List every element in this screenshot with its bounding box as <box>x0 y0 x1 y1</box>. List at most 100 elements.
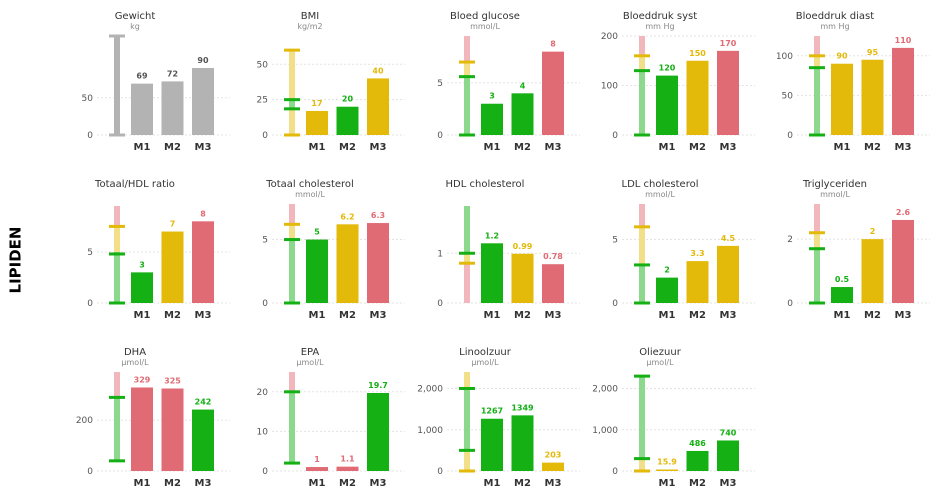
x-tick-label: M2 <box>689 310 706 321</box>
bar-m1 <box>656 277 678 303</box>
reference-range-segment <box>464 36 470 63</box>
reference-range-tick <box>634 133 650 137</box>
reference-range-segment <box>464 62 470 77</box>
bar-m1 <box>831 63 853 135</box>
reference-range-segment <box>464 372 470 389</box>
value-label: 3.3 <box>690 249 704 258</box>
reference-range-tick <box>809 66 825 70</box>
bar-m3 <box>542 51 564 136</box>
bar-m3 <box>892 219 914 303</box>
value-label: 69 <box>136 72 148 81</box>
value-label: 1 <box>314 455 320 464</box>
bar-m3 <box>192 68 214 135</box>
reference-range-tick <box>284 222 300 226</box>
reference-range-segment <box>289 372 295 392</box>
reference-range-tick <box>809 231 825 235</box>
reference-range-segment <box>639 36 645 56</box>
x-tick-label: M2 <box>164 142 181 153</box>
y-tick-label: 0 <box>612 299 618 309</box>
y-tick-label: 0 <box>612 131 618 141</box>
value-label: 17 <box>311 99 322 108</box>
y-tick-label: 200 <box>601 32 618 42</box>
value-label: 1.2 <box>485 231 499 240</box>
chart-title: Totaal cholesterol <box>265 179 354 190</box>
value-label: 90 <box>836 52 848 61</box>
reference-range-segment <box>114 36 120 135</box>
chart-title: Bloeddruk diast <box>796 11 874 22</box>
value-label: 740 <box>720 428 737 437</box>
bar-m1 <box>306 239 328 303</box>
reference-range-tick <box>809 54 825 58</box>
reference-range-segment <box>814 36 820 56</box>
reference-range-segment <box>289 224 295 240</box>
reference-range-tick <box>109 224 125 228</box>
reference-range-tick <box>284 107 300 111</box>
y-tick-label: 0 <box>87 467 93 477</box>
y-tick-label: 0 <box>437 131 443 141</box>
x-tick-label: M3 <box>195 478 212 489</box>
value-label: 4 <box>520 81 526 90</box>
chart-title: Triglyceriden <box>802 179 867 190</box>
bar-m2 <box>686 450 709 471</box>
x-tick-label: M2 <box>339 310 356 321</box>
reference-range-tick <box>634 225 650 229</box>
reference-range-tick <box>459 448 475 452</box>
value-label: 1349 <box>511 403 534 412</box>
reference-range-tick <box>284 390 300 394</box>
reference-range-tick <box>634 469 650 473</box>
reference-range-segment <box>464 388 470 451</box>
chart-unit: mmol/L <box>645 190 675 199</box>
reference-range-segment <box>289 239 295 303</box>
bar-m2 <box>511 253 534 303</box>
x-tick-label: M1 <box>659 478 676 489</box>
value-label: 72 <box>167 69 178 78</box>
bar-m3 <box>892 47 914 135</box>
x-tick-label: M1 <box>484 142 501 153</box>
bar-m2 <box>161 231 184 303</box>
bar-m1 <box>306 110 328 135</box>
y-tick-label: 0 <box>262 467 268 477</box>
x-tick-label: M2 <box>864 310 881 321</box>
x-tick-label: M3 <box>720 142 737 153</box>
x-tick-label: M3 <box>720 478 737 489</box>
reference-range-tick <box>459 60 475 64</box>
reference-range-tick <box>109 395 125 399</box>
x-tick-label: M1 <box>659 310 676 321</box>
value-label: 0.5 <box>835 275 850 284</box>
reference-range-tick <box>284 133 300 137</box>
bar-m1 <box>306 467 328 471</box>
bar-m1 <box>131 83 153 135</box>
chart-title: Totaal/HDL ratio <box>94 179 175 190</box>
value-label: 2.6 <box>896 208 911 217</box>
bar-m2 <box>336 106 359 135</box>
chart-unit: mmol/L <box>820 190 850 199</box>
bar-m2 <box>336 224 359 303</box>
x-tick-label: M1 <box>659 142 676 153</box>
x-tick-label: M3 <box>370 478 387 489</box>
value-label: 6.3 <box>371 211 385 220</box>
x-tick-label: M3 <box>545 310 562 321</box>
y-tick-label: 25 <box>257 96 268 106</box>
value-label: 242 <box>195 398 212 407</box>
value-label: 15.9 <box>657 458 677 467</box>
bar-m1 <box>656 469 678 471</box>
reference-range-segment <box>464 450 470 471</box>
value-label: 1.1 <box>340 455 355 464</box>
bar-m1 <box>481 243 503 303</box>
reference-range-tick <box>459 387 475 390</box>
x-tick-label: M3 <box>370 142 387 153</box>
x-tick-label: M3 <box>895 142 912 153</box>
chart-unit: mm Hg <box>645 22 674 31</box>
bar-m2 <box>861 59 884 136</box>
bar-m3 <box>192 221 214 303</box>
chart-unit: µmol/L <box>121 358 149 367</box>
reference-range-tick <box>284 301 300 305</box>
y-tick-label: 0 <box>437 299 443 309</box>
value-label: 3 <box>139 260 145 269</box>
value-label: 7 <box>170 220 176 229</box>
reference-range-tick <box>459 75 475 79</box>
